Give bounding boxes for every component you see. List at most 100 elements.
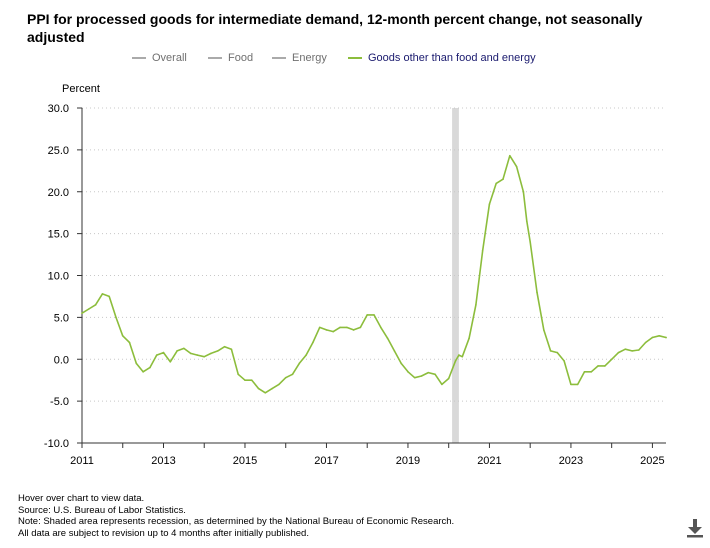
data-point xyxy=(230,348,233,351)
data-point xyxy=(644,341,647,344)
legend-item-overall[interactable]: Overall xyxy=(132,52,187,64)
data-point xyxy=(665,336,667,339)
data-point xyxy=(223,345,226,348)
data-point xyxy=(522,190,525,193)
data-point xyxy=(257,387,260,390)
data-point xyxy=(434,373,436,376)
data-point xyxy=(115,316,117,319)
data-point xyxy=(590,371,593,373)
data-point xyxy=(475,304,477,306)
data-point xyxy=(298,362,301,365)
data-point xyxy=(94,304,97,306)
data-point xyxy=(597,365,599,367)
data-point xyxy=(87,308,90,310)
data-point xyxy=(359,326,362,329)
data-point xyxy=(305,354,307,356)
y-tick-label: -5.0 xyxy=(50,396,69,408)
x-tick-label: 2013 xyxy=(151,455,175,467)
footer-revision-note: All data are subject to revision up to 4… xyxy=(18,527,309,539)
data-point xyxy=(502,178,504,180)
data-point xyxy=(624,348,627,351)
data-point xyxy=(386,337,389,340)
data-point xyxy=(515,165,518,168)
data-point xyxy=(278,383,280,386)
legend-label-overall: Overall xyxy=(152,52,187,64)
data-point xyxy=(576,383,579,386)
data-point xyxy=(332,330,335,333)
data-point xyxy=(169,360,172,363)
data-point xyxy=(563,360,565,362)
data-point xyxy=(658,335,661,337)
data-point xyxy=(488,203,491,206)
data-point xyxy=(210,352,212,355)
data-point xyxy=(149,366,151,369)
data-point xyxy=(217,350,219,352)
data-point xyxy=(542,329,545,331)
data-point xyxy=(142,371,144,373)
data-point xyxy=(481,249,484,252)
legend-label-food: Food xyxy=(228,52,254,64)
data-point xyxy=(203,355,206,358)
y-axis-label: Percent xyxy=(62,83,100,95)
x-tick-label: 2017 xyxy=(314,455,338,467)
y-tick-label: 20.0 xyxy=(48,187,69,199)
data-point xyxy=(461,355,464,358)
data-point xyxy=(617,351,620,354)
x-tick-label: 2019 xyxy=(396,455,420,467)
data-point xyxy=(651,336,654,339)
data-point xyxy=(393,350,396,352)
data-point xyxy=(189,352,192,355)
chart-legend: Overall Food Energy Goods other than foo… xyxy=(0,52,710,70)
legend-label-goods-other: Goods other than food and energy xyxy=(368,52,536,64)
data-point xyxy=(176,350,178,352)
data-point xyxy=(128,341,131,344)
data-point xyxy=(407,371,409,373)
data-point xyxy=(427,371,430,374)
data-point xyxy=(352,329,355,331)
legend-swatch-food xyxy=(208,57,222,59)
footer-hover-note: Hover over chart to view data. xyxy=(18,493,145,504)
chart-title: PPI for processed goods for intermediate… xyxy=(27,11,643,45)
x-tick-label: 2023 xyxy=(559,455,583,467)
y-tick-label: 5.0 xyxy=(54,312,69,324)
data-point xyxy=(400,362,402,365)
data-point xyxy=(525,220,528,222)
data-point xyxy=(509,154,511,157)
data-point xyxy=(638,349,640,351)
data-point xyxy=(291,373,294,376)
x-tick-label: 2025 xyxy=(640,455,664,467)
data-point xyxy=(458,354,460,356)
data-point xyxy=(468,337,470,340)
y-tick-label: 0.0 xyxy=(54,354,69,366)
data-point xyxy=(556,351,559,354)
data-point xyxy=(495,182,498,185)
data-point xyxy=(379,326,382,329)
y-tick-label: 15.0 xyxy=(48,229,69,241)
footer-recession-note: Note: Shaded area represents recession, … xyxy=(18,516,455,527)
data-point xyxy=(346,326,348,329)
data-point xyxy=(318,326,321,329)
legend-label-energy: Energy xyxy=(292,52,327,64)
data-point xyxy=(108,295,110,298)
data-point xyxy=(121,335,124,337)
data-point xyxy=(339,326,341,329)
legend-item-goods-other[interactable]: Goods other than food and energy xyxy=(348,52,536,64)
data-point xyxy=(583,371,586,373)
y-tick-label: 25.0 xyxy=(48,145,69,157)
data-point xyxy=(244,379,246,381)
data-point xyxy=(101,293,104,295)
data-point xyxy=(81,312,83,314)
data-point xyxy=(604,365,606,367)
data-point xyxy=(264,391,267,394)
y-tick-label: 10.0 xyxy=(48,271,69,283)
download-icon[interactable] xyxy=(684,517,706,539)
data-point xyxy=(271,387,273,390)
legend-item-food[interactable]: Food xyxy=(208,52,253,64)
y-tick-label: 30.0 xyxy=(48,103,69,115)
legend-item-energy[interactable]: Energy xyxy=(272,52,327,64)
data-point xyxy=(237,373,239,376)
data-point xyxy=(183,347,185,350)
data-point xyxy=(284,376,287,379)
x-tick-label: 2021 xyxy=(477,455,501,467)
